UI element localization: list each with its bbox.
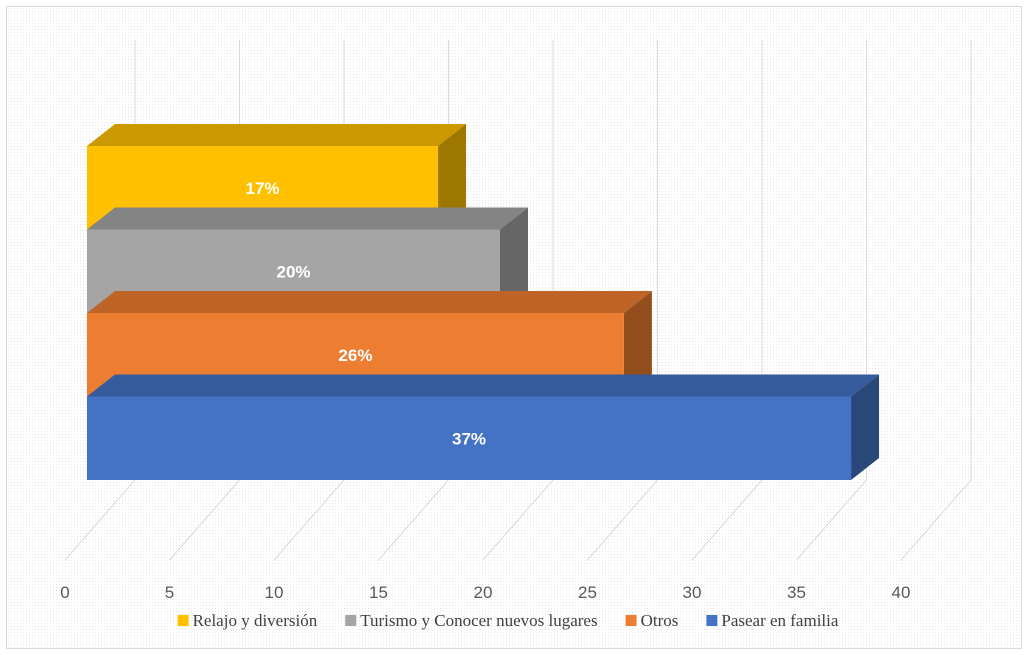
legend-item: Pasear en familia [706,611,839,630]
x-tick-label: 30 [683,583,702,602]
x-tick-label: 0 [60,583,69,602]
x-tick-label: 10 [265,583,284,602]
data-label: 37% [452,429,486,448]
legend: Relajo y diversión Turismo y Conocer nuev… [177,611,839,630]
bar-top-face [87,124,467,146]
x-tick-label: 20 [474,583,493,602]
x-tick-label: 40 [892,583,911,602]
bar-pasear-en-familia [87,374,880,480]
gridline-floor-35 [796,479,867,561]
legend-label: Pasear en familia [721,611,839,630]
bar-side-face [623,291,652,397]
legend-label: Relajo y diversión [193,611,318,630]
gridline-floor-20 [482,479,554,561]
bar-side-face [438,124,467,230]
gridline-floor-15 [378,479,449,561]
gridline-floor-10 [273,479,345,561]
gridline-floor-25 [587,479,658,561]
x-axis-ticks: 0 5 10 15 20 25 30 35 40 [60,583,910,602]
x-tick-label: 25 [578,583,597,602]
legend-item: Relajo y diversión [177,611,318,630]
data-labels: 17% 20% 26% 37% [246,179,487,449]
x-tick-label: 35 [787,583,806,602]
bar-front-face [87,396,852,480]
data-label: 20% [276,262,310,281]
legend-swatch [706,615,718,626]
x-tick-label: 15 [369,583,388,602]
bar-top-face [87,207,528,230]
bar-top-face [87,374,880,397]
gridline-floor-5 [169,479,240,561]
data-label: 17% [246,179,280,198]
legend-label: Otros [641,611,679,630]
bar-side-face [500,207,528,313]
legend-item: Turismo y Conocer nuevos lugares [345,611,598,630]
legend-item: Otros [625,611,679,630]
gridline-floor-30 [691,479,763,561]
legend-label: Turismo y Conocer nuevos lugares [360,611,597,630]
legend-swatch [345,615,357,626]
legend-swatch [177,615,189,626]
gridline-floor-40 [900,479,972,561]
gridline-floor-0 [64,479,136,561]
bars [87,124,880,480]
bar-top-face [87,291,652,313]
x-tick-label: 5 [165,583,174,602]
data-label: 26% [338,346,372,365]
bar-side-face [851,374,880,480]
legend-swatch [625,615,637,626]
